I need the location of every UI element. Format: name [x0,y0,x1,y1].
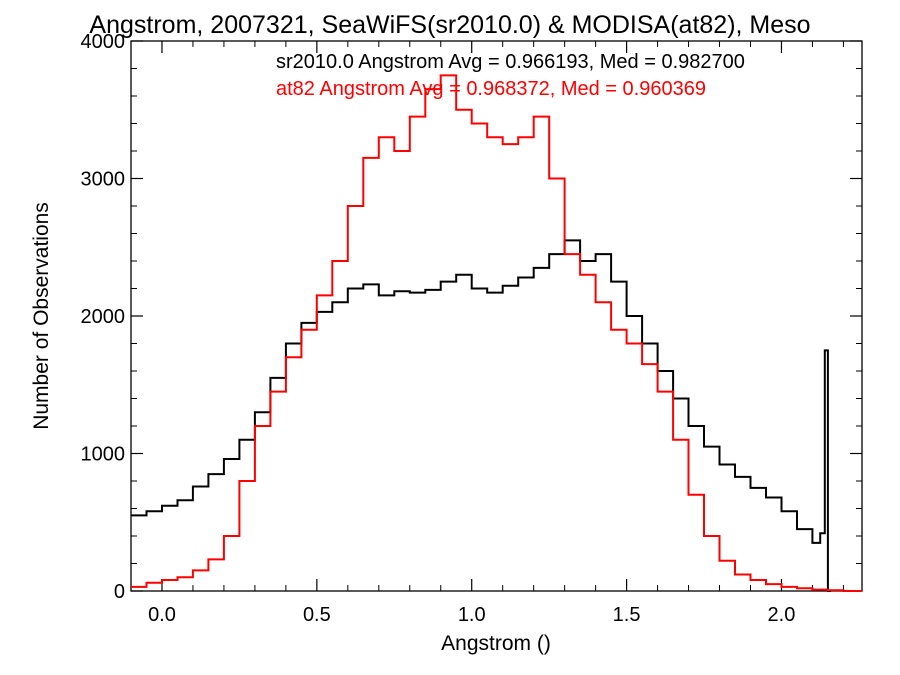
annotation-black: sr2010.0 Angstrom Avg = 0.966193, Med = … [276,51,745,73]
y-axis-label: Number of Observations [30,202,53,430]
plot-frame [130,40,863,592]
x-tick-label: 1.0 [458,604,486,626]
chart-title: Angstrom, 2007321, SeaWiFS(sr2010.0) & M… [89,11,810,39]
y-tick-label: 3000 [81,169,126,191]
x-tick-label: 0.0 [148,604,176,626]
x-tick-label: 0.5 [303,604,331,626]
x-axis: 0.0 0.5 1.0 1.5 2.0 [130,41,844,626]
annotation-red: at82 Angstrom Avg = 0.968372, Med = 0.96… [276,78,706,100]
y-axis: 0 1000 2000 3000 4000 [81,31,862,603]
y-tick-label: 1000 [81,444,126,466]
x-axis-label: Angstrom () [441,632,551,655]
series-line-black [131,239,831,592]
y-tick-label: 0 [114,581,125,603]
series-line-red [131,74,862,592]
y-tick-label: 4000 [81,31,126,53]
y-tick-label: 2000 [81,306,126,328]
x-tick-label: 1.5 [613,604,641,626]
series-layer [131,74,862,592]
x-tick-label: 2.0 [768,604,796,626]
